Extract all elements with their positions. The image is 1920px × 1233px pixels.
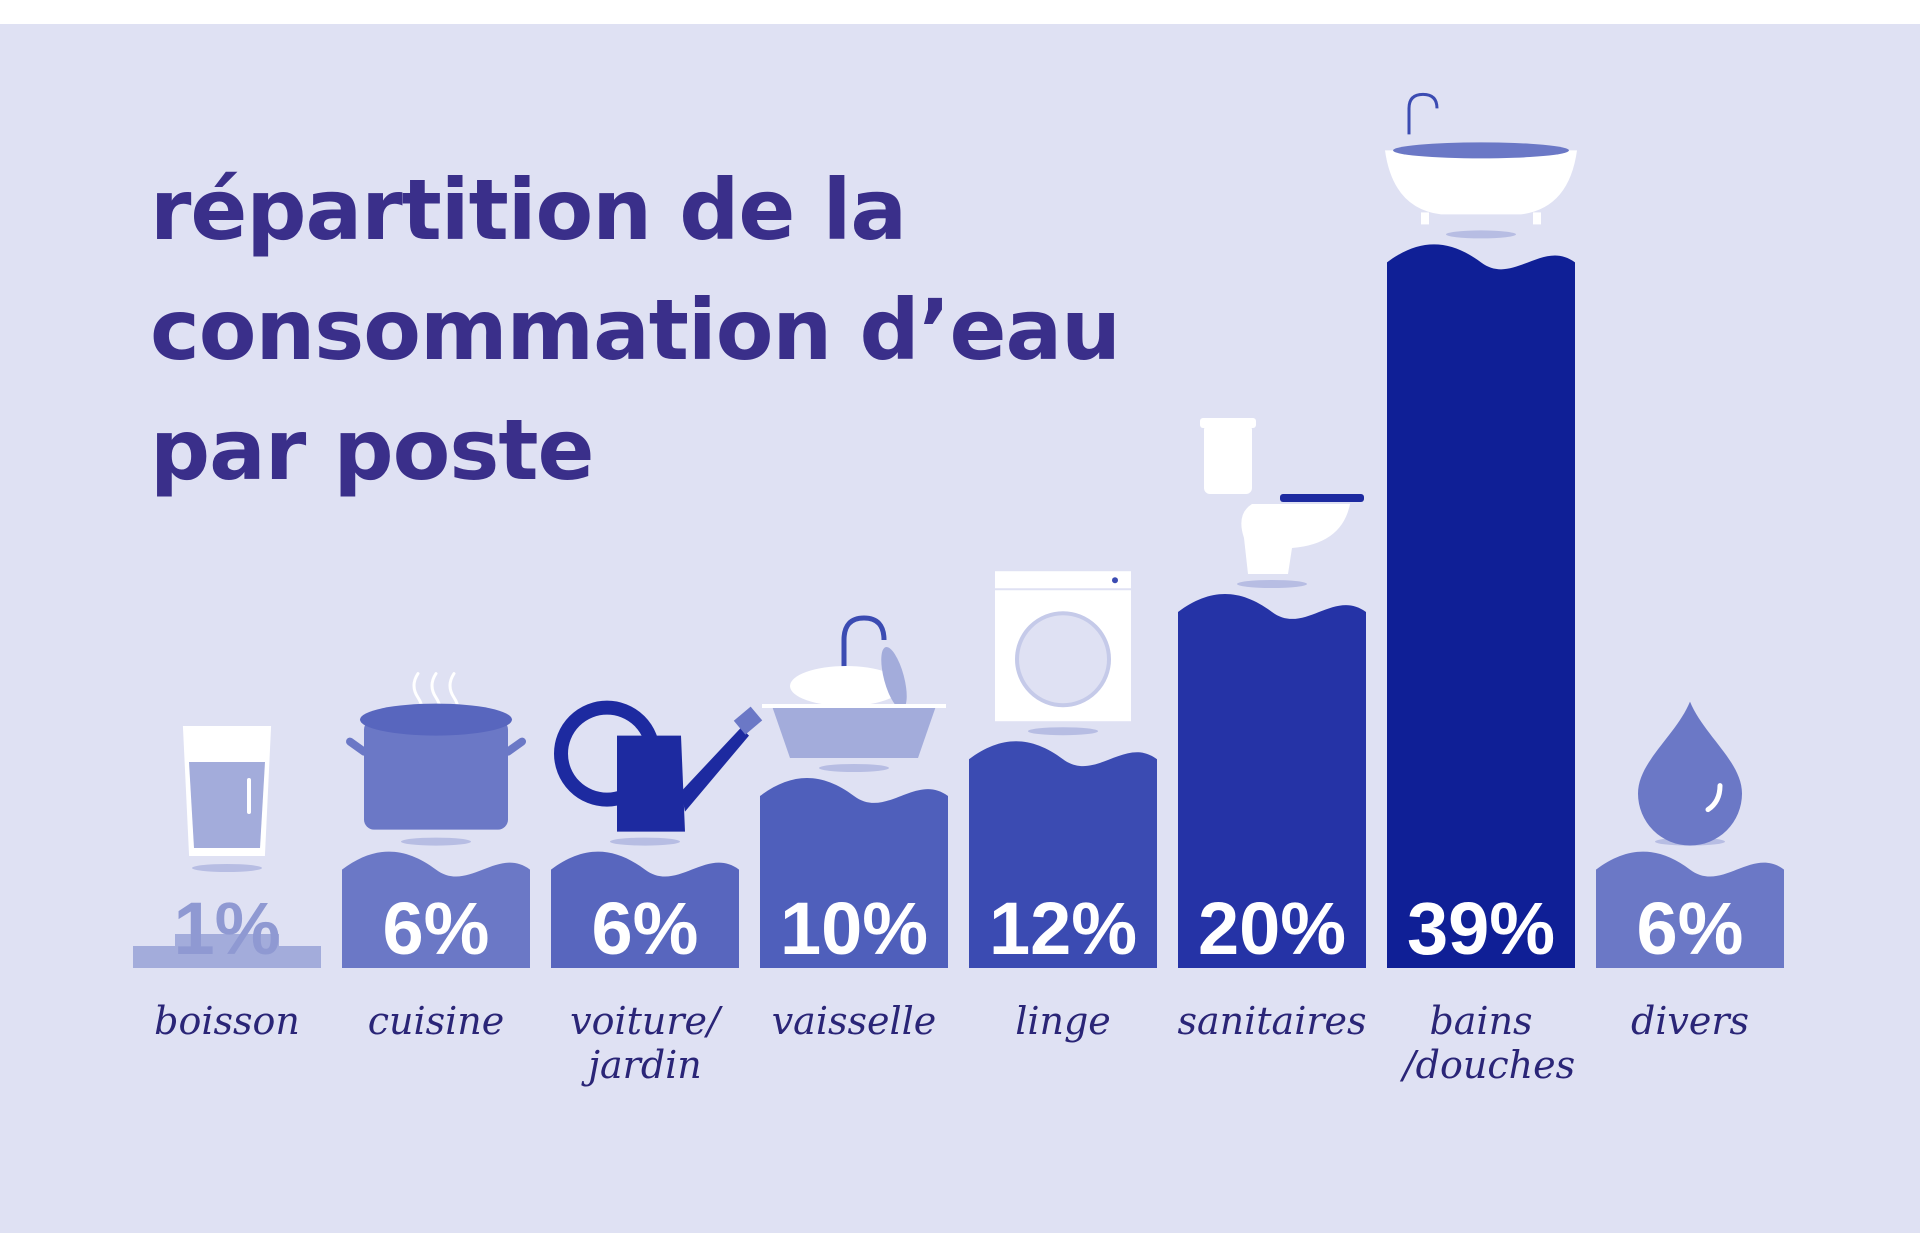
category-label: linge bbox=[1015, 999, 1111, 1043]
washing-machine-icon bbox=[995, 571, 1131, 722]
infographic-panel bbox=[0, 24, 1920, 1233]
bar bbox=[1387, 244, 1575, 968]
icon-shadow bbox=[1028, 727, 1098, 736]
category-label: /douches bbox=[1399, 1043, 1575, 1087]
value-label: 6% bbox=[383, 887, 490, 970]
icon-shadow bbox=[1237, 580, 1307, 588]
toilet-icon bbox=[1200, 418, 1364, 574]
glass-shine bbox=[247, 778, 251, 814]
faucet bbox=[841, 615, 887, 694]
category-label: cuisine bbox=[368, 999, 505, 1043]
category-label: jardin bbox=[581, 1043, 702, 1087]
toilet-tank bbox=[1204, 424, 1252, 494]
watering-can-icon bbox=[554, 700, 763, 832]
toilet-seat bbox=[1280, 494, 1364, 502]
category-label: boisson bbox=[154, 999, 300, 1043]
bar-step bbox=[175, 934, 279, 946]
icon-shadow bbox=[192, 864, 262, 872]
pot-handle-right bbox=[504, 737, 526, 756]
value-label: 39% bbox=[1407, 887, 1555, 970]
pot-icon bbox=[350, 672, 526, 830]
value-label: 10% bbox=[780, 887, 928, 970]
category-label: voiture/ bbox=[570, 999, 723, 1043]
value-label: 6% bbox=[1637, 887, 1744, 970]
value-label: 6% bbox=[592, 887, 699, 970]
tub-foot-right bbox=[1533, 212, 1541, 225]
pot-lid bbox=[360, 703, 512, 736]
bar bbox=[342, 851, 530, 968]
bar-group-1: 6% cuisine bbox=[342, 672, 530, 1043]
bar bbox=[1596, 851, 1784, 968]
sink-icon bbox=[762, 615, 946, 758]
bar-group-6: 39% bains/douches bbox=[1385, 92, 1577, 1087]
bar-group-2: 6% voiture/jardin bbox=[551, 700, 763, 1087]
tub-faucet bbox=[1407, 92, 1439, 135]
suds bbox=[790, 666, 902, 706]
icon-shadow bbox=[401, 837, 471, 846]
dish bbox=[881, 646, 907, 710]
drop-icon bbox=[1638, 701, 1742, 846]
toilet-bowl bbox=[1241, 504, 1350, 574]
category-label: bains bbox=[1429, 999, 1532, 1043]
chart-title-line-3: par poste bbox=[150, 401, 594, 499]
tub-body bbox=[1385, 150, 1577, 215]
value-label: 1% bbox=[174, 887, 281, 970]
machine-door bbox=[1015, 611, 1111, 708]
pot-body bbox=[364, 719, 508, 830]
chart-title-line-1: répartition de la bbox=[150, 161, 907, 259]
icon-shadow bbox=[819, 764, 889, 772]
can-rose bbox=[733, 706, 763, 735]
can-spout bbox=[681, 727, 749, 812]
basin bbox=[772, 706, 936, 758]
value-label: 12% bbox=[989, 887, 1137, 970]
bar bbox=[133, 946, 321, 968]
can-body bbox=[617, 735, 685, 832]
chart-title-line-2: consommation d’eau bbox=[150, 281, 1121, 379]
value-label: 20% bbox=[1198, 887, 1346, 970]
bar bbox=[1178, 594, 1366, 968]
bar-group-7: 6% divers bbox=[1596, 701, 1784, 1043]
category-label: sanitaires bbox=[1177, 999, 1366, 1043]
drop-shape bbox=[1638, 701, 1742, 846]
category-label: vaisselle bbox=[772, 999, 937, 1043]
bar bbox=[551, 851, 739, 968]
icon-shadow bbox=[610, 837, 680, 846]
toilet-tank-lid bbox=[1200, 418, 1256, 428]
bar bbox=[969, 741, 1157, 968]
bar-group-5: 20% sanitaires bbox=[1177, 418, 1367, 1043]
bar-group-4: 12% linge bbox=[969, 571, 1157, 1043]
bar-group-0: 1% boisson bbox=[133, 726, 321, 1043]
category-label: divers bbox=[1631, 999, 1749, 1043]
machine-knob bbox=[1112, 577, 1118, 584]
bar-group-3: 10% vaisselle bbox=[760, 615, 948, 1043]
bathtub-icon bbox=[1385, 92, 1577, 225]
tub-foot-left bbox=[1421, 212, 1429, 225]
glass-icon bbox=[182, 726, 272, 856]
glass-water bbox=[189, 762, 265, 848]
drop-shine bbox=[1705, 783, 1723, 813]
bar bbox=[760, 778, 948, 968]
tub-water bbox=[1393, 142, 1569, 159]
icon-shadow bbox=[1446, 230, 1516, 239]
